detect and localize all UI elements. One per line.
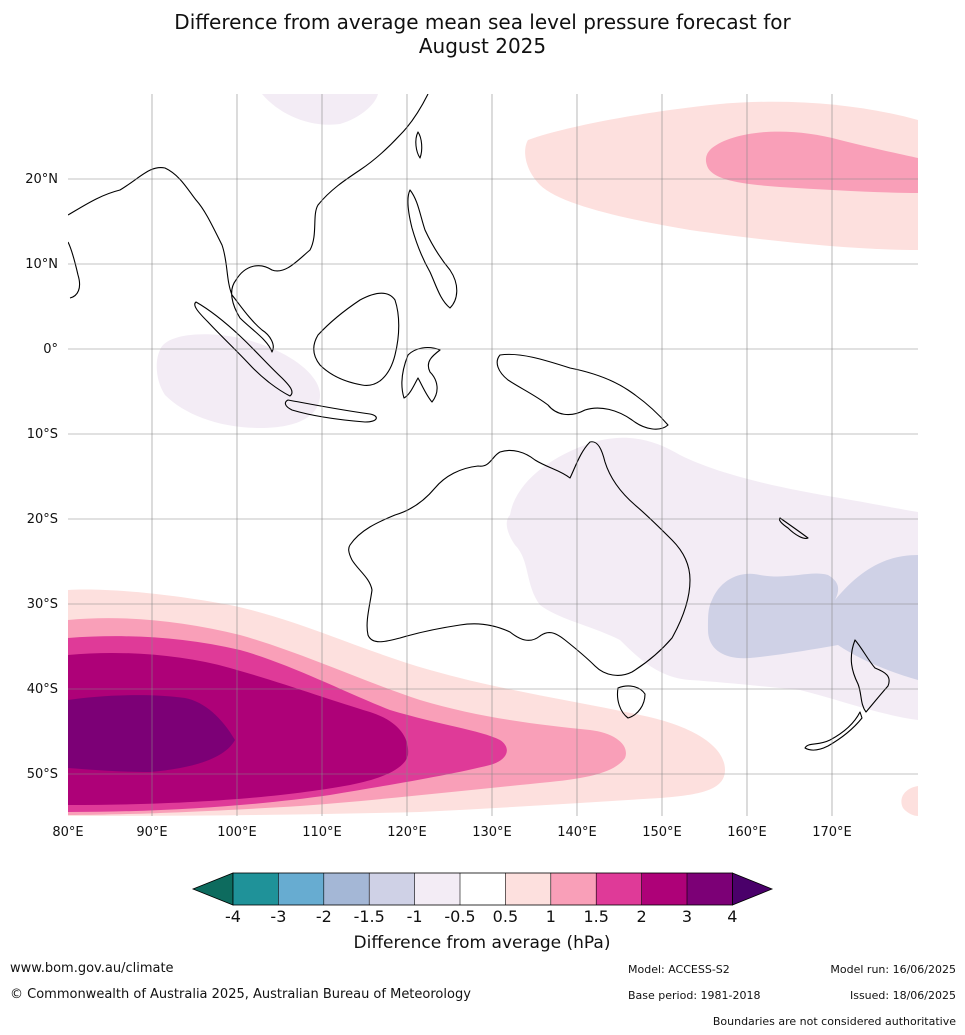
- colorbar-tick-label: 1.5: [583, 907, 608, 926]
- lon-label: 120°E: [387, 825, 427, 840]
- colorbar-tick-label: 1: [546, 907, 556, 926]
- lat-label: 50°S: [27, 767, 58, 782]
- lon-label: 140°E: [557, 825, 597, 840]
- anomaly-io-neg: [156, 334, 320, 428]
- graticule: [68, 94, 918, 816]
- coast-india: [68, 241, 81, 299]
- lat-label: 40°S: [27, 682, 58, 697]
- footer-disclaimer: Boundaries are not considered authoritat…: [712, 1015, 956, 1028]
- coast-newcaledonia: [778, 517, 809, 539]
- lon-label: 170°E: [812, 825, 852, 840]
- longitude-labels: 80°E 90°E 100°E 110°E 120°E 130°E 140°E …: [52, 825, 851, 840]
- colorbar-tick-label: 0.5: [493, 907, 518, 926]
- title-line-2: August 2025: [418, 34, 547, 58]
- lon-label: 160°E: [727, 825, 767, 840]
- colorbar-tick-label: 2: [637, 907, 647, 926]
- colorbar-tick-label: -0.5: [444, 907, 475, 926]
- colorbar-swatch: [687, 873, 733, 905]
- coast-taiwan: [415, 131, 423, 159]
- colorbar-swatch: [550, 873, 597, 905]
- lat-label: 30°S: [27, 597, 58, 612]
- coast-asia: [68, 94, 429, 353]
- colorbar-swatch: [641, 873, 687, 905]
- footer-base-period: Base period: 1981-2018: [628, 989, 761, 1002]
- colorbar-swatch: [460, 873, 506, 905]
- coast-newguinea: [496, 353, 669, 430]
- anomaly-au-neg: [506, 437, 918, 720]
- coast-nz-north: [850, 639, 890, 713]
- lon-label: 80°E: [52, 825, 83, 840]
- colorbar-tick-label: 3: [682, 907, 692, 926]
- chart-title: Difference from average mean sea level p…: [0, 10, 965, 58]
- lat-label: 0°: [43, 342, 58, 357]
- footer-website: www.bom.gov.au/climate: [10, 961, 174, 976]
- colorbar-tick-label: -1.5: [354, 907, 385, 926]
- colorbar-arrow-low: [191, 872, 234, 906]
- latitude-labels: 20°N 10°N 0° 10°S 20°S 30°S 40°S 50°S: [25, 172, 58, 782]
- lon-label: 110°E: [302, 825, 342, 840]
- colorbar-swatch: [323, 873, 370, 905]
- anomaly-np-1: [705, 131, 918, 193]
- anomaly-au-neg2: [708, 555, 918, 680]
- colorbar-tick-label: -3: [270, 907, 286, 926]
- colorbar-swatch: [505, 873, 551, 905]
- footer-issued: Issued: 18/06/2025: [849, 989, 956, 1002]
- colorbar-tick-label: -4: [225, 907, 241, 926]
- colorbar-swatch: [233, 873, 279, 905]
- lat-label: 20°N: [25, 172, 58, 187]
- title-line-1: Difference from average mean sea level p…: [174, 10, 791, 34]
- lat-label: 10°S: [27, 427, 58, 442]
- coast-sumatra: [194, 301, 293, 397]
- lon-label: 130°E: [472, 825, 512, 840]
- footer-model-run: Model run: 16/06/2025: [830, 963, 956, 976]
- lon-label: 100°E: [217, 825, 257, 840]
- coast-nz-south: [804, 711, 863, 751]
- lon-label: 150°E: [642, 825, 682, 840]
- coast-borneo: [313, 292, 400, 386]
- coast-tasmania: [616, 685, 646, 719]
- coast-australia: [348, 441, 691, 676]
- lat-label: 20°S: [27, 512, 58, 527]
- colorbar-swatch: [596, 873, 642, 905]
- coast-java: [284, 399, 377, 423]
- anomaly-n-neg: [262, 94, 378, 125]
- anomaly-se-0.5: [901, 786, 918, 816]
- lon-label: 90°E: [136, 825, 167, 840]
- colorbar-ticks: -4 -3 -2 -1.5 -1 -0.5 0.5 1 1.5 2 3 4: [225, 907, 737, 926]
- colorbar: -4 -3 -2 -1.5 -1 -0.5 0.5 1 1.5 2 3 4 Di…: [191, 872, 774, 953]
- colorbar-tick-label: 4: [727, 907, 737, 926]
- coast-philippines: [407, 189, 458, 309]
- coast-sulawesi: [401, 346, 441, 403]
- pressure-anomaly-fields: [68, 94, 918, 816]
- coastlines: [68, 94, 890, 751]
- lat-label: 10°N: [25, 257, 58, 272]
- footer-copyright: © Commonwealth of Australia 2025, Austra…: [10, 987, 471, 1002]
- colorbar-arrow-high: [732, 872, 774, 906]
- footer-model: Model: ACCESS-S2: [628, 963, 730, 976]
- colorbar-swatch: [369, 873, 415, 905]
- anomaly-so-3: [68, 695, 235, 772]
- colorbar-tick-label: -2: [316, 907, 332, 926]
- colorbar-swatch: [278, 873, 324, 905]
- colorbar-tick-label: -1: [407, 907, 423, 926]
- colorbar-swatch: [414, 873, 460, 905]
- colorbar-title: Difference from average (hPa): [354, 933, 611, 953]
